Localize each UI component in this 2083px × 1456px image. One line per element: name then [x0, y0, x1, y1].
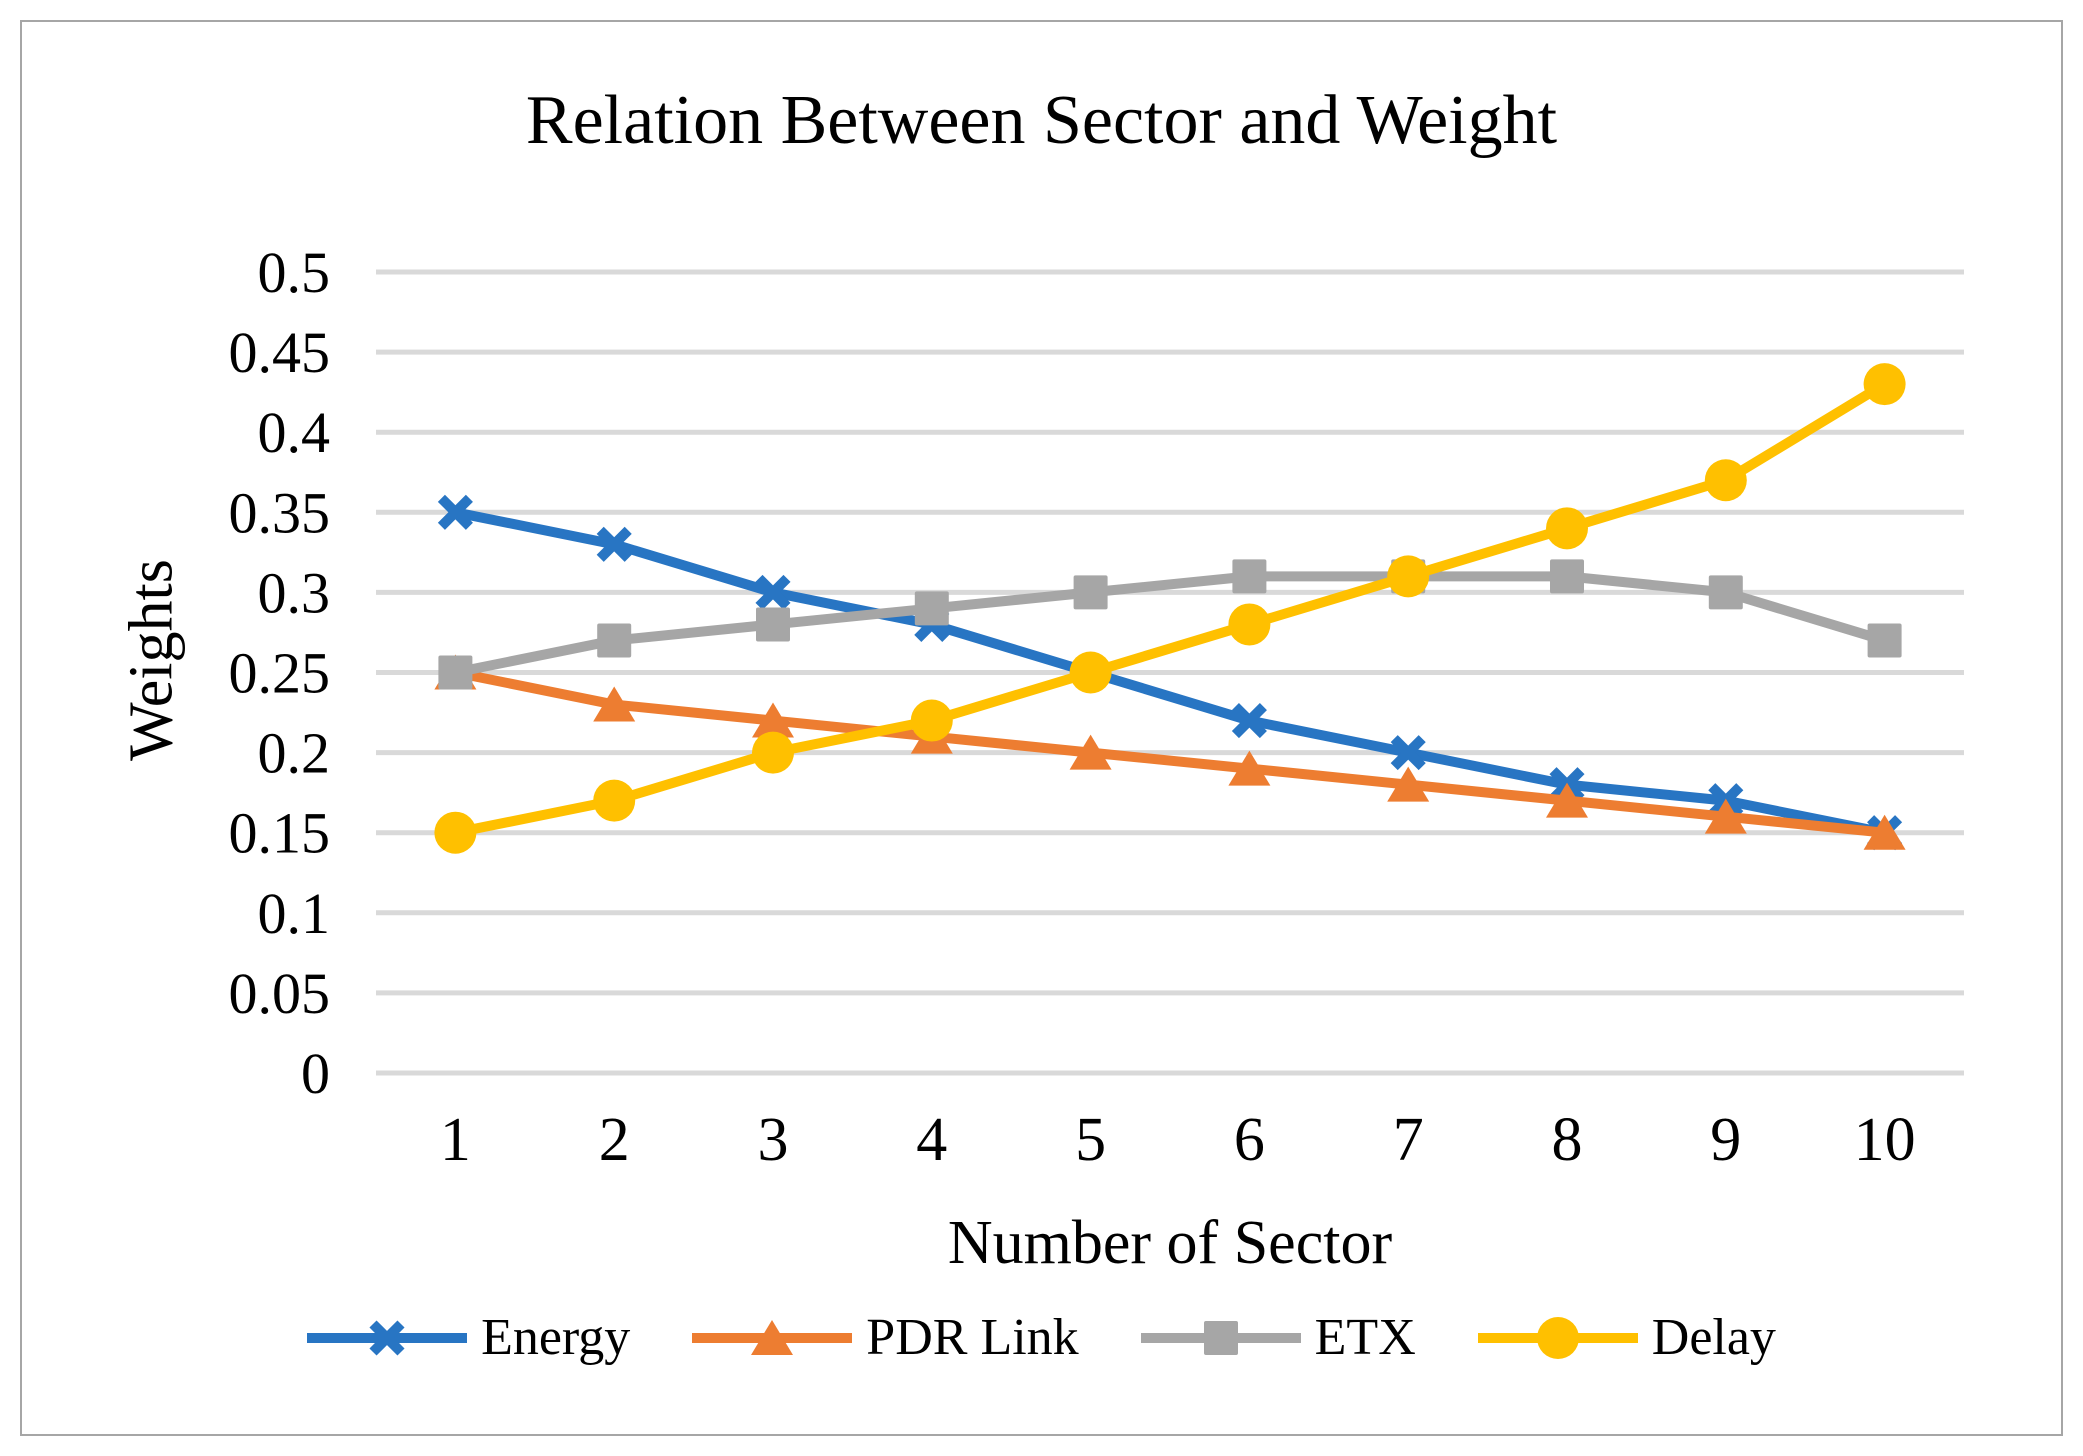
circle-marker	[1536, 1317, 1579, 1359]
y-tick-label: 0.35	[229, 480, 331, 545]
circle-marker	[910, 699, 953, 742]
legend-item-pdr-link: PDR Link	[692, 1309, 1079, 1366]
x-tick-label: 6	[1234, 1106, 1265, 1174]
x-tick-label: 10	[1854, 1106, 1916, 1174]
x-tick-label: 5	[1075, 1106, 1106, 1174]
y-axis-title: Weights	[117, 559, 186, 761]
y-tick-label: 0	[301, 1041, 330, 1106]
square-marker	[597, 623, 632, 658]
legend-label-energy: Energy	[481, 1309, 631, 1366]
triangle-marker	[751, 1320, 794, 1355]
circle-marker	[593, 779, 636, 822]
circle-marker	[1387, 555, 1430, 598]
legend-swatch-energy	[307, 1320, 468, 1356]
legend-label-delay: Delay	[1651, 1309, 1776, 1366]
x-tick-label: 3	[758, 1106, 789, 1174]
circle-marker	[1546, 507, 1588, 550]
circle-marker	[1704, 459, 1747, 502]
x-tick-label: 9	[1710, 1106, 1741, 1174]
legend-swatch-pdr-link	[692, 1320, 853, 1355]
circle-marker	[1228, 603, 1271, 646]
y-tick-label: 0.5	[258, 240, 331, 305]
y-tick-label: 0.4	[258, 400, 331, 465]
y-tick-label: 0.3	[258, 560, 331, 625]
square-marker	[1232, 559, 1267, 594]
circle-marker	[752, 731, 794, 774]
legend-item-etx: ETX	[1140, 1309, 1416, 1366]
x-tick-label: 4	[916, 1106, 947, 1174]
y-tick-label: 0.05	[229, 961, 331, 1026]
square-marker	[1073, 575, 1108, 610]
legend-label-pdr-link: PDR Link	[866, 1309, 1079, 1366]
x-marker	[596, 526, 632, 562]
square-marker	[1550, 559, 1584, 594]
legend: Energy PDR Link ETX Delay	[0, 1298, 2083, 1378]
y-axis-tick-labels: 0 0.05 0.1 0.15 0.2 0.25 0.3 0.35 0.4 0.45 0.5	[229, 240, 331, 1106]
y-tick-label: 0.25	[229, 641, 331, 706]
circle-marker	[1863, 363, 1906, 406]
x-tick-label: 2	[599, 1106, 630, 1174]
triangle-marker	[1863, 814, 1906, 850]
x-tick-label: 1	[440, 1106, 471, 1174]
x-marker	[1231, 703, 1267, 739]
square-marker	[756, 607, 790, 642]
square-marker	[1203, 1321, 1238, 1355]
legend-swatch-delay	[1477, 1317, 1638, 1359]
circle-marker	[434, 811, 477, 854]
y-tick-label: 0.1	[258, 881, 331, 946]
series-line-pdr-link	[454, 667, 1886, 838]
x-axis-title: Number of Sector	[947, 1209, 1393, 1277]
series-line-etx	[454, 571, 1887, 678]
legend-item-energy: Energy	[307, 1310, 630, 1366]
triangle-marker	[593, 686, 636, 722]
square-marker	[438, 655, 473, 690]
triangle-marker	[1069, 734, 1112, 770]
x-axis-tick-labels: 1 2 3 4 5 6 7 8 9 10	[440, 1106, 1916, 1174]
triangle-marker	[1387, 766, 1430, 802]
x-tick-label: 8	[1552, 1106, 1583, 1174]
square-marker	[1867, 623, 1902, 658]
circle-marker	[1069, 651, 1112, 694]
x-marker	[369, 1320, 405, 1356]
y-tick-label: 0.2	[258, 721, 331, 786]
x-marker	[755, 574, 791, 610]
square-marker	[914, 591, 949, 626]
y-tick-label: 0.45	[229, 320, 331, 385]
series-line-delay	[454, 379, 1888, 838]
series-line-energy	[454, 507, 1886, 838]
x-tick-label: 7	[1393, 1106, 1424, 1174]
gridlines	[376, 269, 1964, 1076]
series-delay	[434, 363, 1906, 854]
legend-swatch-etx	[1140, 1321, 1301, 1355]
legend-label-etx: ETX	[1314, 1309, 1416, 1366]
series-etx	[438, 559, 1902, 690]
triangle-marker	[752, 702, 794, 738]
figure-border	[20, 20, 2063, 1436]
legend-item-delay: Delay	[1477, 1309, 1776, 1366]
triangle-marker	[1546, 782, 1588, 818]
x-marker	[1390, 735, 1426, 771]
square-marker	[1708, 575, 1743, 610]
y-tick-label: 0.15	[229, 801, 331, 866]
chart-title: Relation Between Sector and Weight	[525, 82, 1558, 159]
triangle-marker	[1228, 750, 1271, 786]
x-marker	[437, 494, 473, 530]
triangle-marker	[1704, 798, 1747, 834]
